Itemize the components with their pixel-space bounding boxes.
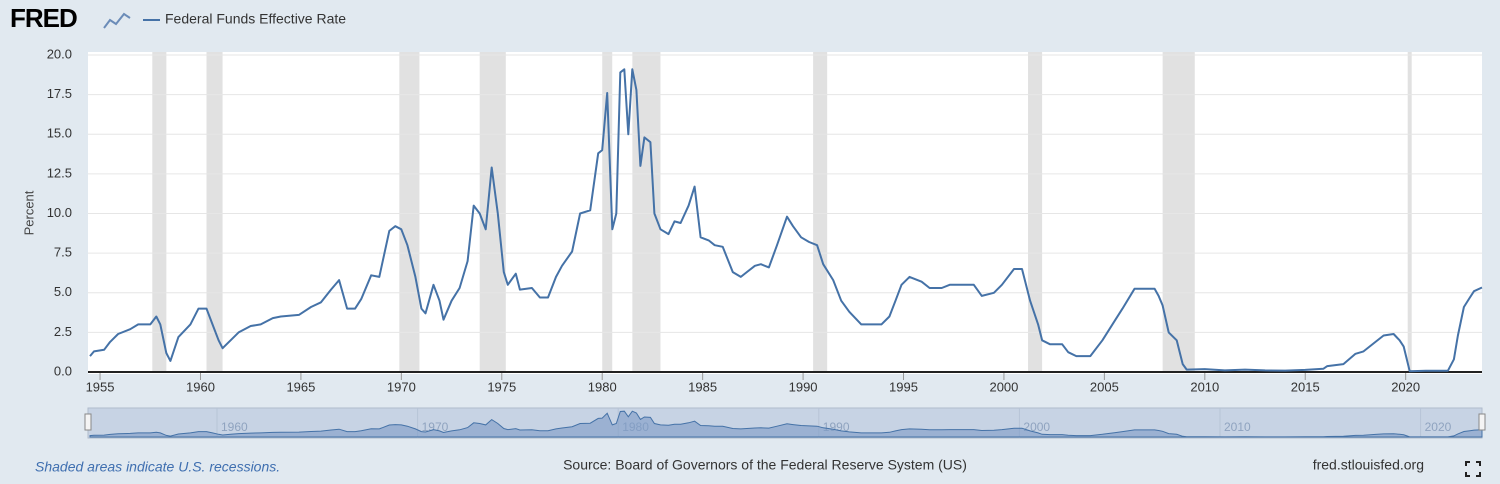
- x-tick-label: 2005: [1090, 379, 1119, 394]
- nav-tick-label: 2020: [1425, 420, 1452, 434]
- source: Source: Board of Governors of the Federa…: [563, 457, 967, 473]
- fullscreen-icon[interactable]: [1465, 461, 1481, 477]
- recession-band: [1162, 52, 1195, 372]
- y-tick-label: 10.0: [47, 205, 72, 220]
- recession-band: [152, 52, 167, 372]
- recession-band: [1407, 52, 1412, 372]
- nav-tick-label: 1960: [221, 420, 248, 434]
- x-tick-label: 1965: [286, 379, 315, 394]
- x-tick-label: 2020: [1391, 379, 1420, 394]
- x-tick-label: 1960: [186, 379, 215, 394]
- x-tick-label: 1970: [387, 379, 416, 394]
- x-tick-label: 2010: [1190, 379, 1219, 394]
- recession-band: [206, 52, 223, 372]
- series-line: [89, 68, 1483, 373]
- brand-icon: [103, 12, 131, 29]
- site-link[interactable]: fred.stlouisfed.org: [1313, 457, 1424, 473]
- x-tick-label: 1995: [889, 379, 918, 394]
- recession-band: [399, 52, 420, 372]
- nav-handle-right[interactable]: [1478, 413, 1486, 431]
- x-tick-label: 2015: [1291, 379, 1320, 394]
- nav-handle-left[interactable]: [84, 413, 92, 431]
- y-tick-label: 5.0: [54, 284, 72, 299]
- recession-band: [602, 52, 613, 372]
- y-tick-label: 2.5: [54, 324, 72, 339]
- y-tick-label: 0.0: [54, 363, 72, 378]
- x-tick-label: 1975: [487, 379, 516, 394]
- nav-area: [89, 410, 1483, 438]
- y-tick-label: 20.0: [47, 46, 72, 61]
- recession-band: [1028, 52, 1043, 372]
- recession-band: [813, 52, 828, 372]
- brand-logo: FRED: [10, 3, 77, 33]
- recession-note: Shaded areas indicate U.S. recessions.: [35, 459, 280, 475]
- nav-tick-label: 2010: [1224, 420, 1251, 434]
- y-axis-label: Percent: [21, 190, 36, 235]
- y-tick-label: 7.5: [54, 245, 72, 260]
- y-tick-label: 12.5: [47, 165, 72, 180]
- y-tick-label: 17.5: [47, 86, 72, 101]
- y-tick-label: 15.0: [47, 126, 72, 141]
- x-tick-label: 2000: [989, 379, 1018, 394]
- recession-band: [479, 52, 506, 372]
- x-tick-label: 1955: [86, 379, 115, 394]
- x-tick-label: 1985: [688, 379, 717, 394]
- x-tick-label: 1980: [588, 379, 617, 394]
- legend-label: Federal Funds Effective Rate: [165, 11, 346, 27]
- x-tick-label: 1990: [789, 379, 818, 394]
